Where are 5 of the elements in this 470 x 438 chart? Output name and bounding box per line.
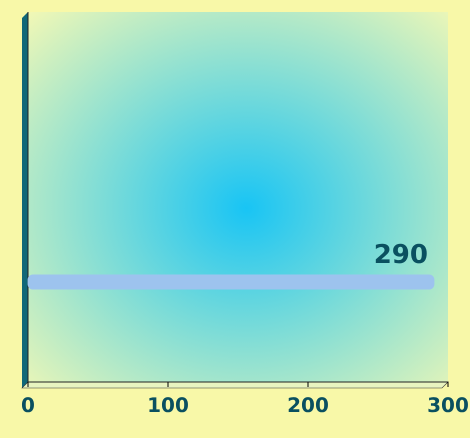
x-tick-label: 300 (427, 393, 469, 417)
x-tick-label: 200 (287, 393, 329, 417)
x-tick-label: 0 (21, 393, 35, 417)
data-label: 290 (374, 240, 428, 270)
x-tick-label: 100 (147, 393, 189, 417)
